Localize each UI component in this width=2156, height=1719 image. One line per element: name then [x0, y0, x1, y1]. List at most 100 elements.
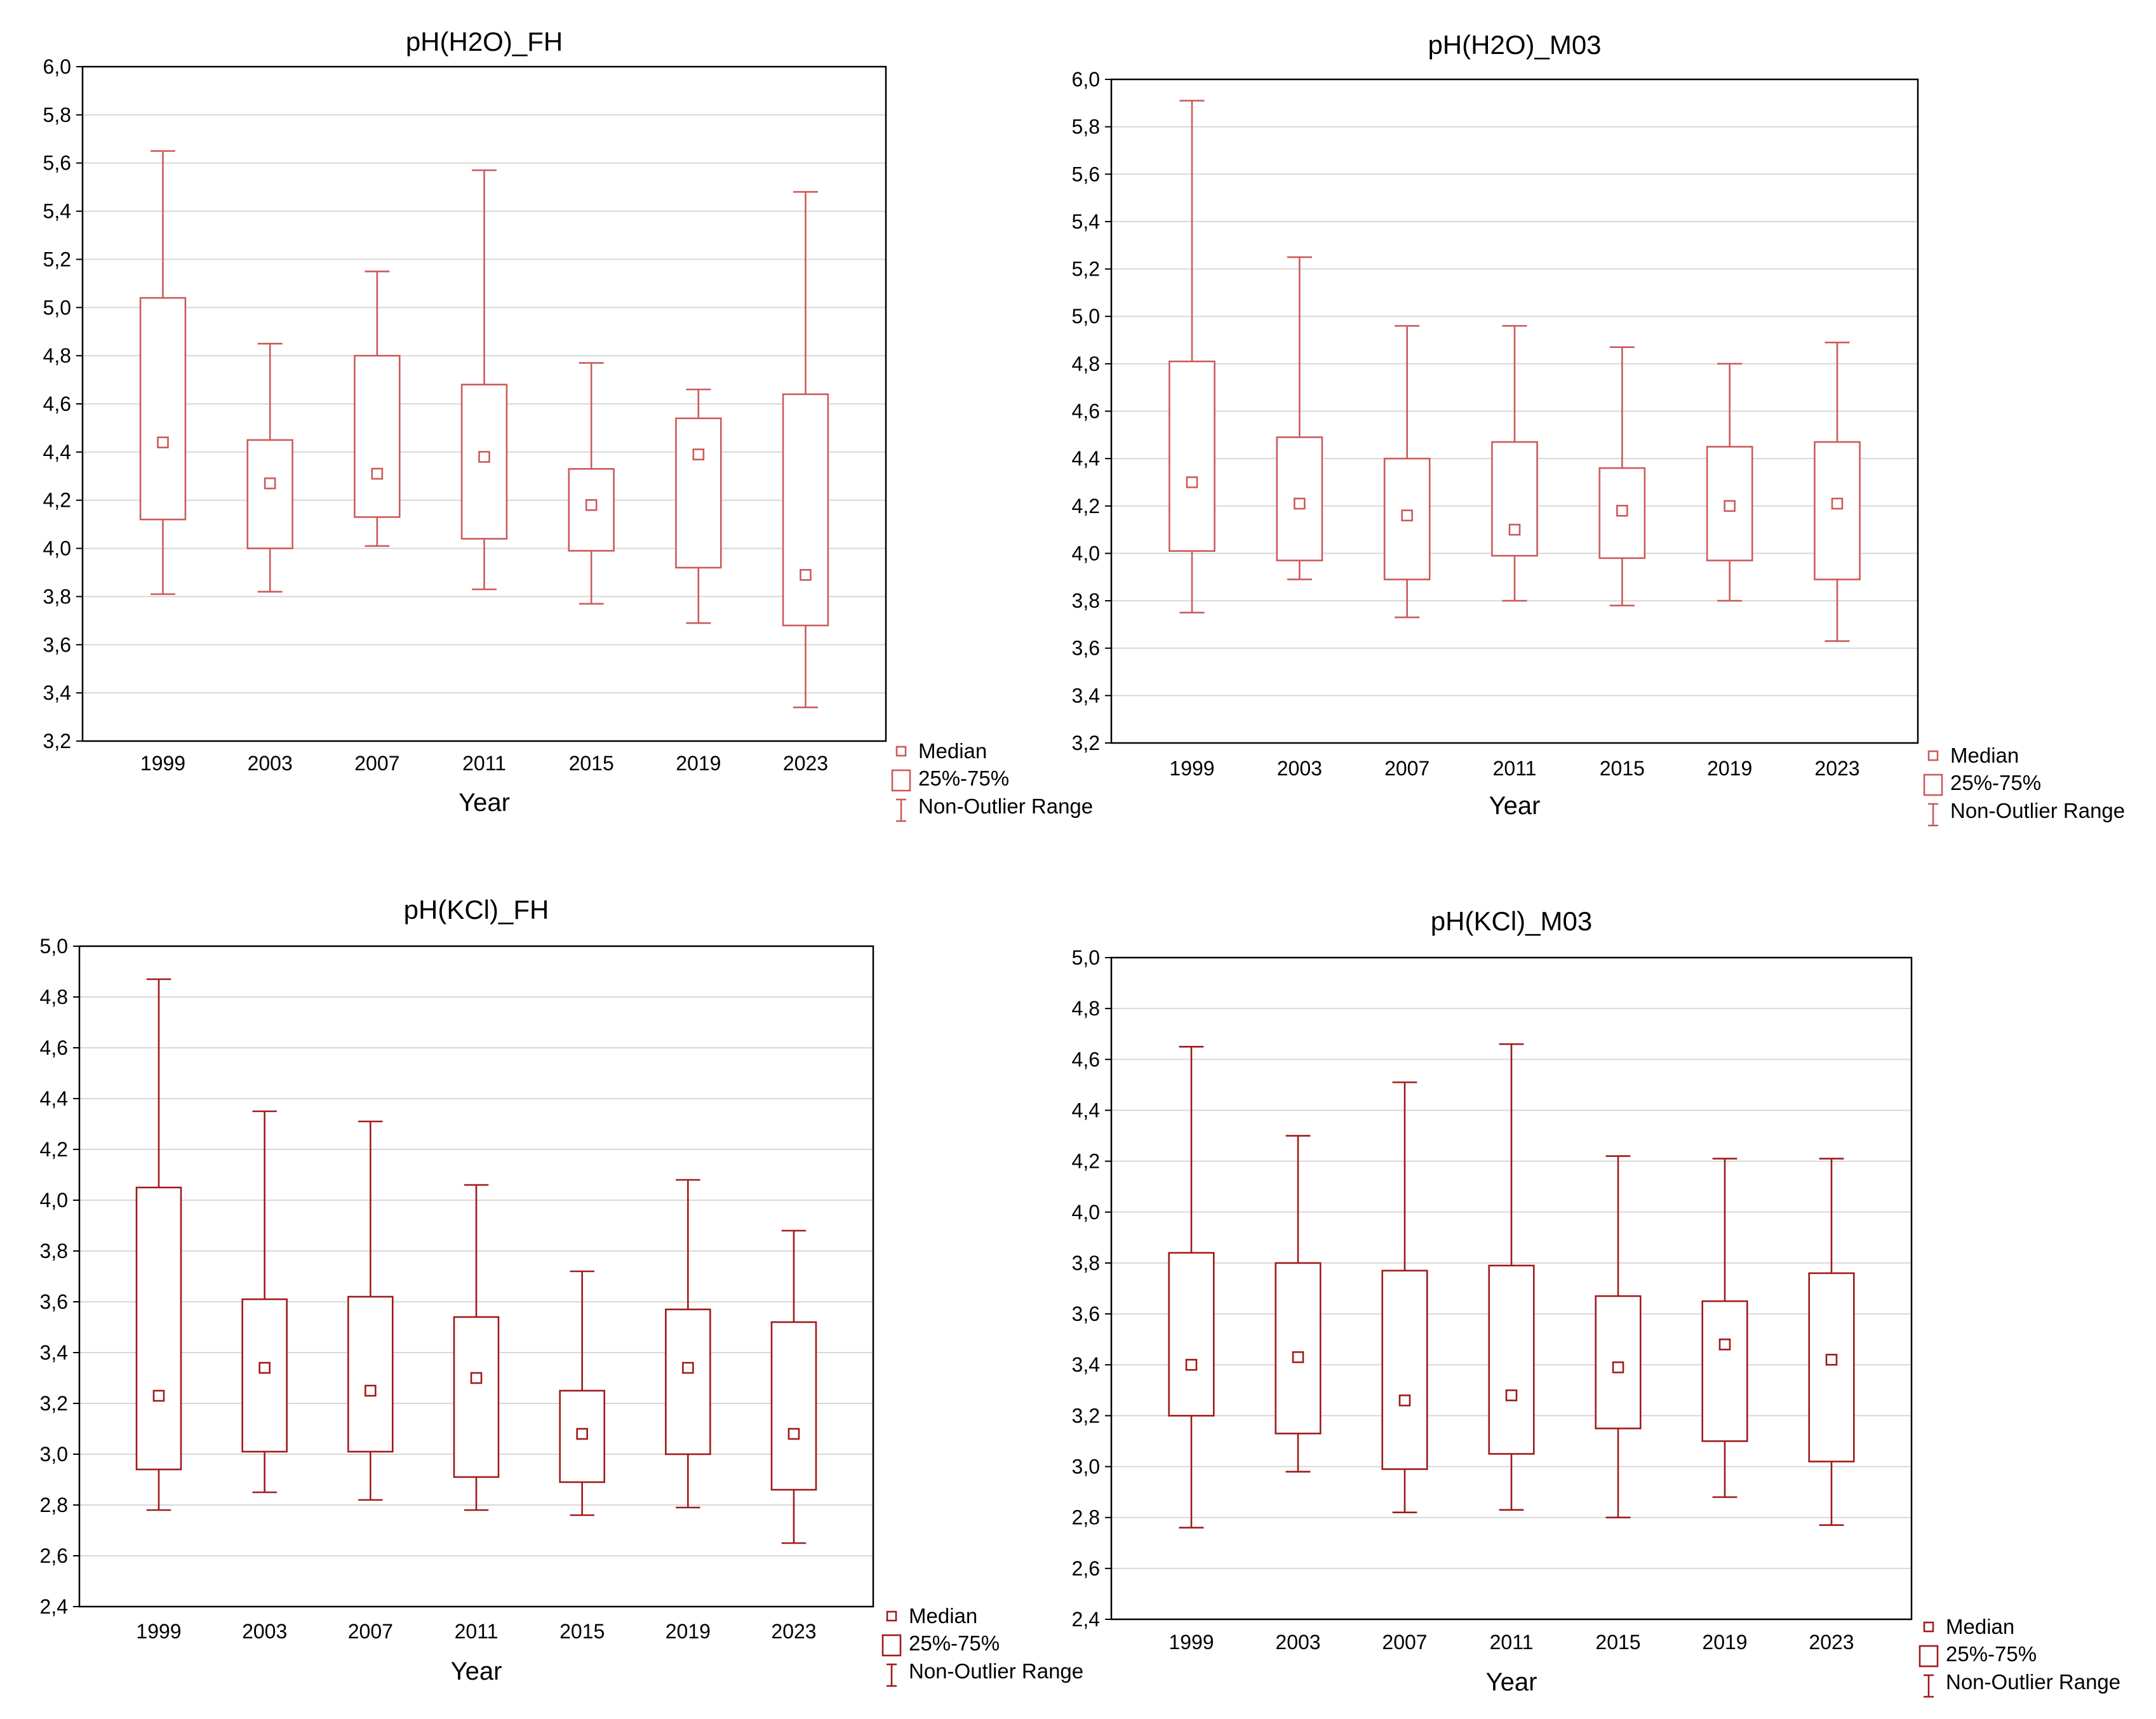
x-tick-label: 2011: [462, 752, 506, 775]
y-tick-label: 3,4: [1072, 684, 1100, 707]
y-tick-label: 5,0: [1072, 946, 1100, 969]
plot-frame: [1110, 78, 1919, 744]
legend-box-icon: [1918, 1645, 1939, 1668]
box-iqr-2011: [453, 1316, 500, 1478]
x-tick-label: 2011: [1490, 1631, 1534, 1654]
y-tick-label: 5,0: [40, 935, 68, 958]
legend-median-label: Median: [918, 739, 987, 763]
x-tick-label: 2023: [1809, 1631, 1854, 1654]
box-iqr-2023: [782, 393, 829, 627]
x-tick-label: 1999: [1168, 1631, 1214, 1654]
x-tick-label: 2007: [348, 1620, 393, 1643]
legend-median-label: Median: [909, 1604, 977, 1628]
legend-iqr-label: 25%-75%: [909, 1631, 1000, 1655]
median-marker-2003: [1294, 497, 1306, 510]
chart-title: pH(H2O)_FH: [406, 27, 563, 57]
x-tick-label: 2015: [559, 1620, 605, 1643]
median-marker-2019: [682, 1361, 694, 1374]
box-iqr-1999: [1168, 1252, 1215, 1417]
y-tick-label: 4,2: [40, 1138, 68, 1161]
legend: Median 25%-75% Non-Outlier Range: [1918, 1615, 2120, 1698]
box-iqr-1999: [139, 297, 187, 521]
y-tick-label: 4,8: [1072, 997, 1100, 1020]
median-marker-2019: [692, 448, 705, 460]
x-tick-label: 2003: [242, 1620, 287, 1643]
y-tick-label: 5,2: [1072, 258, 1100, 281]
box-iqr-1999: [135, 1186, 182, 1471]
chart-panel-3: 5,0 4,8 4,6 4,4 4,2 4,0 3,8 3,6 3,4 3,2 3,0 2,8 2,6 2…: [40, 895, 1083, 1687]
x-tick-label: 2019: [676, 752, 721, 775]
x-tick-label: 2011: [455, 1620, 499, 1643]
box-iqr-2019: [665, 1308, 711, 1455]
box-iqr-2007: [347, 1295, 394, 1453]
legend: Median 25%-75% Non-Outlier Range: [891, 739, 1093, 822]
legend: Median 25%-75% Non-Outlier Range: [881, 1604, 1083, 1687]
y-tick-label: 4,8: [43, 344, 71, 367]
y-tick-label: 4,6: [43, 392, 71, 415]
legend-range-label: Non-Outlier Range: [1946, 1670, 2120, 1694]
chart-panel-1: 6,0 5,8 5,6 5,4 5,2 5,0 4,8 4,6 4,4 4,2 4,0 3,8 3,6 3…: [43, 27, 1093, 822]
x-tick-label: 2015: [569, 752, 614, 775]
x-tick-label: 1999: [136, 1620, 181, 1643]
y-tick-label: 4,6: [1072, 1048, 1100, 1071]
box-iqr-2007: [1381, 1269, 1428, 1470]
median-marker-2023: [1831, 497, 1844, 510]
y-tick-label: 3,2: [43, 730, 71, 752]
x-tick-label: 2003: [1277, 757, 1322, 780]
y-tick-label: 5,8: [43, 104, 71, 126]
median-marker-1999: [157, 436, 169, 448]
y-tick-label: 5,0: [1072, 305, 1100, 328]
y-tick-label: 3,2: [1072, 732, 1100, 754]
median-marker-2003: [1292, 1351, 1304, 1363]
x-tick-label: 2003: [1275, 1631, 1320, 1654]
legend-median-icon: [895, 746, 907, 757]
legend-median-label: Median: [1950, 744, 2019, 767]
legend-median-icon: [1923, 1621, 1934, 1633]
y-tick-label: 2,4: [40, 1595, 68, 1618]
y-tick-label: 3,8: [1072, 589, 1100, 612]
y-tick-label: 4,6: [1072, 400, 1100, 423]
median-marker-2011: [478, 451, 490, 463]
x-tick-label: 1999: [1169, 757, 1214, 780]
legend-box-icon: [1923, 773, 1943, 796]
median-marker-2019: [1724, 500, 1736, 512]
y-tick-label: 5,4: [43, 200, 71, 223]
box-iqr-2007: [354, 354, 401, 518]
y-tick-label: 3,8: [1072, 1252, 1100, 1274]
y-tick-label: 5,8: [1072, 116, 1100, 138]
y-tick-label: 2,6: [40, 1544, 68, 1567]
y-tick-label: 4,6: [40, 1036, 68, 1059]
median-marker-2023: [787, 1428, 800, 1440]
y-tick-label: 4,4: [1072, 447, 1100, 470]
y-tick-label: 3,2: [40, 1392, 68, 1415]
x-tick-label: 2023: [771, 1620, 816, 1643]
x-tick-label: 2011: [1493, 757, 1537, 780]
legend-median-label: Median: [1946, 1615, 2014, 1638]
median-marker-2015: [1612, 1361, 1624, 1374]
median-marker-2015: [1616, 504, 1628, 517]
y-tick-label: 4,0: [40, 1189, 68, 1212]
legend-iqr-label: 25%-75%: [1950, 771, 2041, 794]
x-axis-title: Year: [1489, 792, 1541, 820]
median-marker-2023: [1825, 1353, 1838, 1366]
y-tick-label: 4,2: [1072, 1150, 1100, 1173]
median-marker-2007: [1401, 509, 1413, 522]
median-marker-2015: [585, 498, 598, 511]
box-iqr-1999: [1168, 360, 1215, 552]
median-marker-2003: [264, 477, 276, 490]
x-tick-label: 2007: [354, 752, 399, 775]
median-marker-2007: [371, 467, 384, 480]
x-tick-label: 1999: [140, 752, 185, 775]
median-marker-2003: [258, 1361, 271, 1374]
x-axis-title: Year: [1486, 1668, 1537, 1696]
x-tick-label: 2019: [666, 1620, 711, 1643]
legend-range-label: Non-Outlier Range: [909, 1659, 1083, 1683]
y-tick-label: 4,0: [43, 537, 71, 560]
y-tick-label: 4,8: [1072, 352, 1100, 375]
chart-title: pH(KCl)_FH: [404, 895, 549, 925]
box-iqr-2023: [770, 1321, 817, 1491]
y-tick-label: 5,4: [1072, 210, 1100, 233]
legend-median-icon: [1927, 750, 1939, 761]
chart-title: pH(KCl)_M03: [1431, 906, 1592, 936]
x-tick-label: 2019: [1702, 1631, 1747, 1654]
